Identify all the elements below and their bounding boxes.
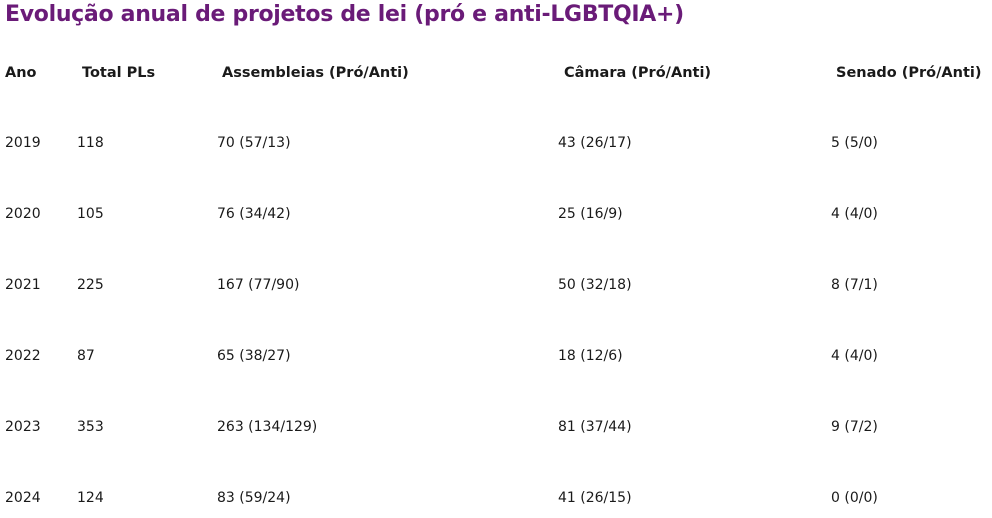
table-cell: 225 [77, 277, 104, 293]
table-cell: 8 (7/1) [831, 277, 878, 293]
table-cell: 65 (38/27) [217, 348, 291, 364]
table-cell: 0 (0/0) [831, 490, 878, 506]
table-cell: 167 (77/90) [217, 277, 300, 293]
column-header: Câmara (Pró/Anti) [564, 65, 712, 81]
column-header: Senado (Pró/Anti) [836, 65, 982, 81]
table-cell: 18 (12/6) [558, 348, 623, 364]
column-header: Ano [5, 65, 37, 81]
title: Evolução anual de projetos de lei (pró e… [5, 2, 684, 27]
table-cell: 2023 [5, 419, 41, 435]
column-header: Total PLs [82, 65, 156, 81]
table-cell: 2021 [5, 277, 41, 293]
table-cell: 124 [77, 490, 104, 506]
table-cell: 2024 [5, 490, 41, 506]
table-cell: 87 [77, 348, 95, 364]
table-cell: 2020 [5, 206, 41, 222]
table-cell: 9 (7/2) [831, 419, 878, 435]
table-cell: 118 [77, 135, 104, 151]
table-cell: 2019 [5, 135, 41, 151]
table-cell: 353 [77, 419, 104, 435]
table-cell: 41 (26/15) [558, 490, 632, 506]
table-cell: 70 (57/13) [217, 135, 291, 151]
table-cell: 4 (4/0) [831, 348, 878, 364]
table-cell: 81 (37/44) [558, 419, 632, 435]
table-cell: 5 (5/0) [831, 135, 878, 151]
table-cell: 83 (59/24) [217, 490, 291, 506]
table-cell: 43 (26/17) [558, 135, 632, 151]
table-cell: 263 (134/129) [217, 419, 318, 435]
table-cell: 4 (4/0) [831, 206, 878, 222]
column-header: Assembleias (Pró/Anti) [222, 65, 409, 81]
table-cell: 2022 [5, 348, 41, 364]
table-cell: 25 (16/9) [558, 206, 623, 222]
table-cell: 76 (34/42) [217, 206, 291, 222]
table-cell: 50 (32/18) [558, 277, 632, 293]
table-cell: 105 [77, 206, 104, 222]
